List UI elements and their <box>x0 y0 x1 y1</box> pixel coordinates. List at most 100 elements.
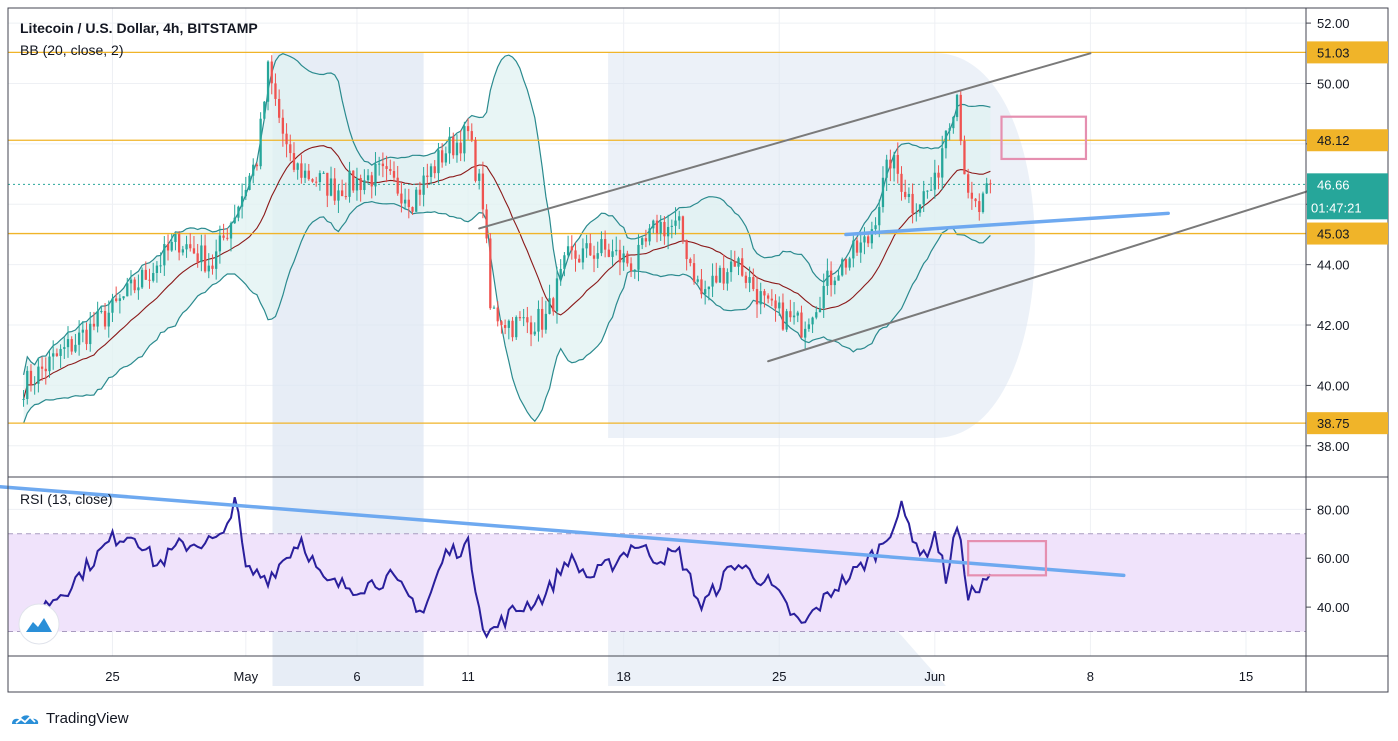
time-label-2: 6 <box>353 669 360 684</box>
candle-body-225 <box>855 240 859 253</box>
candle-body-180 <box>689 259 692 264</box>
rsi-band-fill <box>8 533 1306 632</box>
candle-body-100 <box>392 171 396 178</box>
candle-body-97 <box>381 163 385 167</box>
candle-body-84 <box>333 178 336 201</box>
candle-body-261 <box>989 183 992 185</box>
candle-body-202 <box>770 298 773 301</box>
time-label-1: May <box>234 669 259 684</box>
horizontal-levels[interactable] <box>8 51 1306 424</box>
candle-body-13 <box>70 339 73 352</box>
candle-body-58 <box>237 206 240 218</box>
candle-body-256 <box>970 192 974 199</box>
candle-body-207 <box>789 311 792 318</box>
candle-body-155 <box>596 253 599 259</box>
candle-body-6 <box>44 368 47 372</box>
rsi-tick-label-2: 80.00 <box>1317 502 1350 517</box>
outer-frame <box>7 7 1389 693</box>
candle-body-111 <box>433 166 436 174</box>
candle-body-242 <box>918 204 922 213</box>
candle-body-37 <box>159 265 162 267</box>
candle-body-99 <box>389 168 392 172</box>
candle-body-18 <box>89 323 92 345</box>
rsi-trend-line <box>0 484 1126 578</box>
candle-body-152 <box>585 243 588 249</box>
candle-body-92 <box>363 180 366 191</box>
candle-body-68 <box>274 83 277 99</box>
candle-body-52 <box>215 251 218 269</box>
candle-body-249 <box>944 130 948 149</box>
candle-body-11 <box>63 347 66 349</box>
candle-body-254 <box>963 140 966 175</box>
candle-body-31 <box>137 287 140 291</box>
candlestick-series <box>22 55 992 407</box>
current-price-tag-bg <box>1307 173 1388 220</box>
candle-body-181 <box>692 263 696 282</box>
candle-body-77 <box>307 170 310 180</box>
candle-body-113 <box>441 150 444 163</box>
candle-body-4 <box>37 366 40 384</box>
level-tag-1-bg <box>1307 129 1388 152</box>
candle-body-116 <box>452 136 455 156</box>
countdown-label: 01:47:21 <box>1311 200 1362 215</box>
candle-body-131 <box>507 320 510 328</box>
candle-body-143 <box>552 298 555 312</box>
candle-body-220 <box>837 275 840 281</box>
candle-body-24 <box>111 298 114 313</box>
candle-body-128 <box>496 307 499 322</box>
candle-body-231 <box>878 207 881 226</box>
price-tick-label-7: 52.00 <box>1317 16 1350 31</box>
candle-body-133 <box>515 317 518 338</box>
price-tick-label-0: 38.00 <box>1317 439 1350 454</box>
candle-body-154 <box>592 255 596 259</box>
candle-body-105 <box>411 207 414 212</box>
candle-body-83 <box>329 178 333 196</box>
candle-body-66 <box>266 61 270 102</box>
bb-lower-line <box>23 200 991 424</box>
candle-body-163 <box>626 253 629 264</box>
time-label-3: 11 <box>461 669 475 684</box>
rsi-tick-label-1: 60.00 <box>1317 551 1350 566</box>
candle-body-182 <box>696 279 699 282</box>
candle-body-257 <box>974 198 977 202</box>
candle-body-246 <box>933 172 936 190</box>
candle-body-40 <box>170 241 173 251</box>
candle-body-8 <box>52 353 55 357</box>
bb-fill <box>23 53 991 424</box>
tradingview-logo-icon <box>12 715 39 724</box>
candle-body-244 <box>926 190 929 192</box>
candle-body-104 <box>407 199 410 208</box>
candle-body-191 <box>729 261 733 273</box>
candle-body-49 <box>203 245 207 272</box>
candle-body-71 <box>285 133 288 145</box>
candle-body-129 <box>500 321 503 326</box>
candle-body-115 <box>448 136 451 154</box>
candle-body-239 <box>907 193 911 198</box>
bb-legend: BB (20, close, 2) <box>20 42 124 58</box>
trend-drawings[interactable] <box>478 52 1325 363</box>
level-tag-0-label: 51.03 <box>1317 45 1350 60</box>
candle-body-187 <box>715 275 718 283</box>
candle-body-74 <box>296 163 299 170</box>
candle-body-114 <box>444 153 448 163</box>
candle-body-7 <box>48 356 51 372</box>
candle-body-232 <box>881 177 885 208</box>
candle-body-64 <box>259 118 262 167</box>
footer[interactable]: TradingView <box>10 706 129 730</box>
level-tag-0-bg <box>1307 41 1388 64</box>
candle-body-78 <box>311 179 314 182</box>
rsi-pane <box>0 484 1306 639</box>
tradingview-badge[interactable] <box>18 603 60 645</box>
candle-body-90 <box>355 178 359 191</box>
candle-body-150 <box>578 258 581 263</box>
candle-body-209 <box>796 312 799 316</box>
time-label-5: 25 <box>772 669 786 684</box>
candle-body-127 <box>492 307 496 309</box>
candle-body-136 <box>526 317 529 323</box>
level-tag-3-label: 38.75 <box>1317 416 1350 431</box>
candle-body-75 <box>300 163 303 178</box>
candle-body-236 <box>896 154 899 174</box>
candle-body-219 <box>833 280 836 286</box>
candle-body-226 <box>859 242 862 253</box>
